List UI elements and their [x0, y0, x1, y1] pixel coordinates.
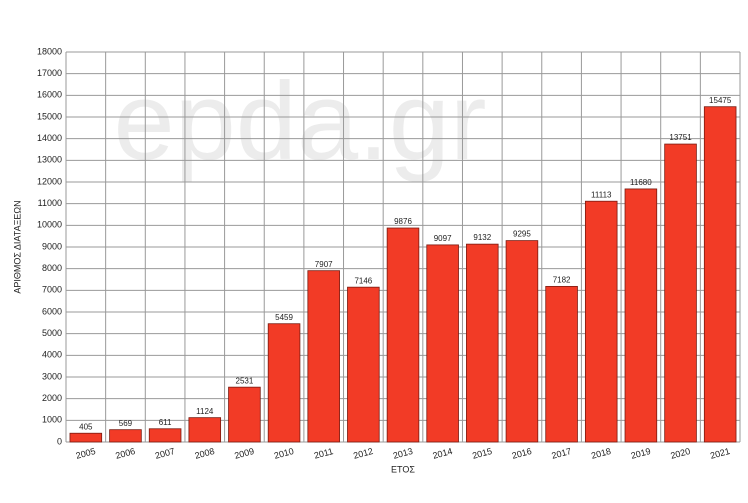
bar [267, 323, 301, 443]
value-label: 7907 [315, 260, 333, 269]
x-axis-label: ΕΤΟΣ [391, 464, 415, 474]
x-tick-label: 2006 [114, 446, 136, 461]
y-tick-label: 4000 [42, 350, 62, 360]
bar [426, 244, 459, 443]
bar [624, 188, 658, 443]
value-label: 2531 [236, 376, 254, 385]
x-tick-label: 2005 [75, 446, 97, 461]
x-tick-label: 2018 [590, 446, 612, 461]
x-tick-label: 2019 [630, 446, 652, 461]
y-tick-label: 3000 [42, 371, 62, 381]
y-tick-label: 12000 [37, 176, 62, 186]
x-tick-label: 2014 [432, 446, 454, 461]
y-tick-label: 2000 [42, 393, 62, 403]
bar [584, 200, 618, 443]
x-tick-label: 2008 [194, 446, 216, 461]
bar [228, 386, 261, 443]
value-label: 405 [79, 422, 93, 431]
value-label: 5459 [275, 313, 293, 322]
x-tick-label: 2011 [313, 446, 334, 461]
bar [69, 432, 103, 443]
value-label: 7146 [354, 276, 372, 285]
y-tick-label: 10000 [37, 220, 62, 230]
x-tick-label: 2009 [233, 446, 255, 461]
value-label: 7182 [553, 275, 571, 284]
x-tick-label: 2020 [669, 446, 691, 461]
value-label: 569 [119, 419, 133, 428]
x-tick-label: 2016 [511, 446, 533, 461]
value-label: 9132 [473, 233, 491, 242]
value-label: 15475 [709, 96, 732, 105]
bar [505, 240, 539, 443]
y-tick-label: 15000 [37, 111, 62, 121]
y-tick-label: 13000 [37, 155, 62, 165]
value-label: 13751 [669, 133, 692, 142]
bar [307, 270, 340, 443]
x-tick-label: 2012 [352, 446, 374, 461]
y-tick-label: 11000 [38, 198, 62, 208]
x-tick-label: 2015 [471, 446, 493, 461]
y-tick-label: 1000 [42, 415, 62, 425]
y-tick-label: 8000 [42, 263, 62, 273]
y-axis-label: ΑΡΙΘΜΟΣ ΔΙΑΤΑΞΕΩΝ [12, 200, 22, 293]
y-tick-label: 0 [57, 436, 62, 446]
x-tick-label: 2021 [709, 446, 731, 461]
x-tick-label: 2013 [392, 446, 414, 461]
bar [703, 106, 737, 443]
bar [466, 243, 499, 443]
y-tick-label: 9000 [42, 241, 62, 251]
value-label: 11680 [630, 178, 652, 187]
bar [148, 428, 182, 443]
y-tick-label: 18000 [37, 46, 62, 56]
x-tick-label: 2007 [154, 446, 176, 461]
y-tick-label: 7000 [42, 285, 62, 295]
bar [347, 286, 380, 443]
value-label: 11113 [591, 190, 612, 199]
bar [109, 429, 142, 443]
value-label: 9295 [513, 230, 531, 239]
y-tick-label: 17000 [37, 68, 62, 78]
y-tick-label: 5000 [42, 328, 62, 338]
bar [386, 227, 420, 443]
x-tick-label: 2017 [550, 446, 572, 461]
value-label: 9876 [394, 217, 412, 226]
x-tick-label: 2010 [273, 446, 295, 461]
bar [664, 143, 697, 443]
y-tick-label: 6000 [42, 306, 62, 316]
watermark: epda.gr [113, 60, 486, 183]
y-tick-label: 16000 [37, 90, 62, 100]
value-label: 1124 [196, 407, 214, 416]
value-label: 611 [159, 418, 172, 427]
value-label: 9097 [434, 234, 452, 243]
y-tick-label: 14000 [37, 133, 62, 143]
bar [545, 285, 578, 443]
bar [188, 417, 222, 443]
